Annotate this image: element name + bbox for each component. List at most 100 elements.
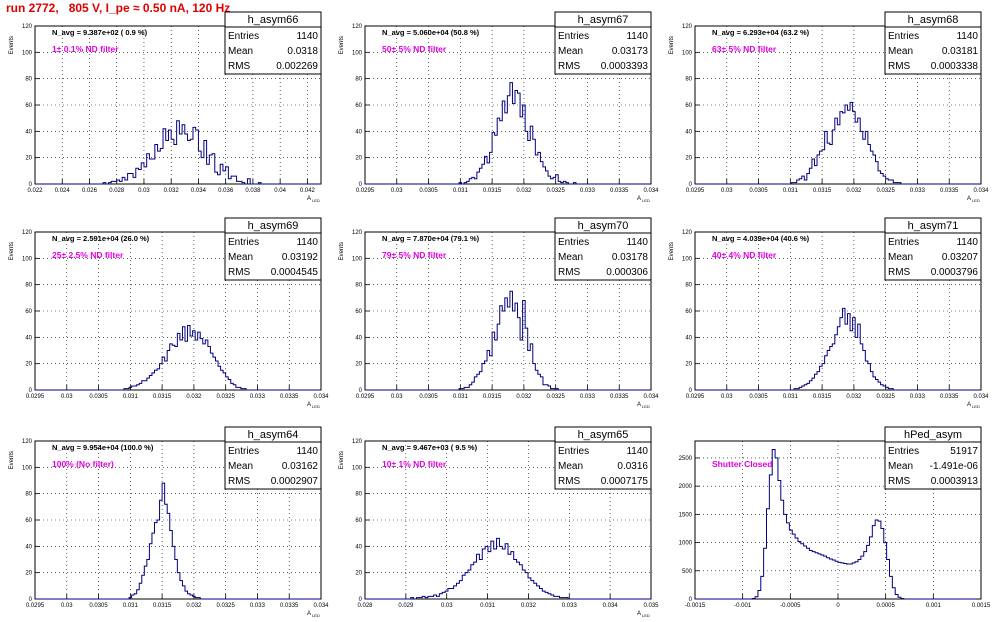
stats-label: RMS <box>228 267 251 278</box>
y-tick-label: 80 <box>355 283 362 289</box>
stats-label: Entries <box>558 446 589 457</box>
x-tick-label: 0.0325 <box>546 188 565 194</box>
x-tick-label: 0.0325 <box>216 394 235 400</box>
filter-label: 50± 5% ND filter <box>382 44 447 54</box>
x-tick-label: 0.034 <box>643 188 659 194</box>
histogram-line <box>35 324 320 391</box>
y-tick-label: 120 <box>352 230 363 236</box>
stats-value: 0.03178 <box>612 252 649 263</box>
x-tick-label: 0.035 <box>643 603 659 609</box>
stats-label: Entries <box>228 446 259 457</box>
x-tick-label: 0.032 <box>521 603 537 609</box>
x-tick-label: 0.03 <box>391 394 403 400</box>
y-tick-label: 1500 <box>679 512 693 518</box>
x-tick-label: 0.034 <box>973 188 989 194</box>
stats-title: h_asym68 <box>908 14 959 26</box>
filter-label: 1± 0.1% ND filter <box>52 44 119 54</box>
y-tick-label: 60 <box>355 518 362 524</box>
y-tick-label: 80 <box>685 283 692 289</box>
y-tick-label: 100 <box>22 50 33 56</box>
filter-label: 10± 1% ND filter <box>382 459 447 469</box>
x-tick-label: 0.0295 <box>686 394 705 400</box>
y-tick-label: 100 <box>22 256 33 262</box>
histogram-h_asym64: 0.0295 0.03 0.0305 0.031 0.0315 0.032 0.0325 0.… <box>9 426 329 618</box>
x-tick-label: 0.0315 <box>483 394 502 400</box>
x-tick-label: 0.024 <box>55 188 71 194</box>
x-tick-label: 0.0305 <box>419 394 438 400</box>
y-tick-label: 40 <box>355 335 362 341</box>
y-tick-label: 120 <box>352 24 363 30</box>
histogram-line <box>365 82 650 185</box>
y-tick-label: 100 <box>352 465 363 471</box>
y-tick-label: 2500 <box>679 456 693 462</box>
stats-label: Mean <box>228 461 253 472</box>
x-tick-label: 0.034 <box>603 603 619 609</box>
x-tick-label: 0.034 <box>643 394 659 400</box>
y-tick-label: 2000 <box>679 484 693 490</box>
y-tick-label: 80 <box>685 77 692 83</box>
stats-value: 0.03192 <box>282 252 319 263</box>
x-tick-label: 0.0295 <box>356 188 375 194</box>
n-avg-label: N_avg = 5.060e+04 (50.8 %) <box>382 28 480 37</box>
stats-value: 1140 <box>956 31 978 42</box>
x-tick-label: 0.033 <box>250 603 266 609</box>
stats-box <box>554 11 652 75</box>
x-axis-label: ALED <box>967 402 980 409</box>
x-tick-label: 0 <box>836 603 840 609</box>
stats-label: Entries <box>558 31 589 42</box>
stats-title: h_asym70 <box>578 220 629 232</box>
y-tick-label: 60 <box>355 309 362 315</box>
filter-label: 100% (No filter) <box>52 459 114 469</box>
stats-value: 0.0318 <box>287 46 318 57</box>
x-tick-label: 0.0325 <box>216 603 235 609</box>
stats-label: Mean <box>888 461 913 472</box>
x-tick-label: 0.0015 <box>972 603 991 609</box>
stats-label: Mean <box>228 252 253 263</box>
stats-label: Mean <box>888 252 913 263</box>
stats-box <box>224 11 322 75</box>
stats-value: 0.0316 <box>617 461 648 472</box>
stats-label: Entries <box>228 237 259 248</box>
y-tick-label: 0 <box>29 597 33 603</box>
y-tick-label: 0 <box>359 182 363 188</box>
n-avg-label: N_avg = 9.387e+02 ( 0.9 %) <box>52 28 148 37</box>
y-tick-label: 80 <box>355 77 362 83</box>
y-tick-label: 40 <box>25 544 32 550</box>
histogram-h_asym68: 0.0295 0.03 0.0305 0.031 0.0315 0.032 0.0325 0.… <box>669 11 989 203</box>
x-tick-label: 0.0335 <box>280 394 299 400</box>
y-tick-label: 20 <box>355 156 362 162</box>
stats-label: RMS <box>558 61 581 72</box>
stats-label: Entries <box>558 237 589 248</box>
x-tick-label: 0.022 <box>27 188 43 194</box>
stats-box <box>554 426 652 490</box>
stats-box <box>884 11 982 75</box>
x-tick-label: 0.0295 <box>686 188 705 194</box>
filter-label: 25± 2.5% ND filter <box>52 250 124 260</box>
histogram-hPed_asym: -0.0015 -0.001 -0.0005 0 0.0005 0.001 0.0015 0 5… <box>679 426 991 609</box>
stats-title: h_asym69 <box>248 220 299 232</box>
x-tick-label: 0.034 <box>313 603 329 609</box>
x-tick-label: 0.029 <box>398 603 414 609</box>
y-tick-label: 60 <box>25 103 32 109</box>
y-tick-label: 40 <box>355 129 362 135</box>
x-axis-label: ALED <box>967 196 980 203</box>
y-tick-label: 40 <box>685 129 692 135</box>
x-tick-label: 0.031 <box>480 603 496 609</box>
n-avg-label: N_avg = 2.591e+04 (26.0 %) <box>52 234 150 243</box>
x-tick-label: 0.0335 <box>940 394 959 400</box>
x-tick-label: 0.0335 <box>280 603 299 609</box>
x-tick-label: 0.03 <box>61 394 73 400</box>
histogram-h_asym70: 0.0295 0.03 0.0305 0.031 0.0315 0.032 0.0325 0.… <box>339 217 659 409</box>
x-tick-label: 0.031 <box>123 603 139 609</box>
x-axis-label: ALED <box>307 196 320 203</box>
stats-label: Mean <box>228 46 253 57</box>
stats-value: 0.000306 <box>606 267 648 278</box>
histogram-h_asym69: 0.0295 0.03 0.0305 0.031 0.0315 0.032 0.0325 0.… <box>9 217 329 409</box>
y-tick-label: 0 <box>29 388 33 394</box>
x-tick-label: 0.03 <box>138 188 150 194</box>
y-tick-label: 20 <box>355 571 362 577</box>
x-tick-label: -0.0015 <box>685 603 706 609</box>
y-tick-label: 100 <box>682 256 693 262</box>
x-tick-label: 0.031 <box>453 394 469 400</box>
x-tick-label: 0.0295 <box>356 394 375 400</box>
